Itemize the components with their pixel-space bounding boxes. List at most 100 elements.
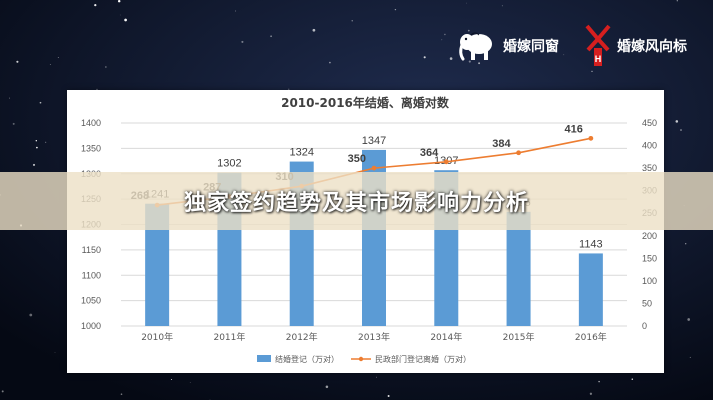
- star: [591, 70, 593, 73]
- y-left-tick-label: 1100: [82, 270, 101, 280]
- x-tick-label: 2013年: [358, 331, 390, 343]
- line-data-label: 364: [420, 147, 439, 159]
- star: [12, 122, 15, 125]
- star: [9, 97, 11, 99]
- star: [387, 395, 390, 397]
- windmill-logo-icon: H: [585, 24, 611, 66]
- x-tick-label: 2010年: [141, 331, 173, 343]
- y-right-tick-label: 450: [642, 118, 657, 128]
- elephant-logo-icon: [459, 32, 492, 61]
- star: [441, 39, 443, 41]
- legend-line-label: 民政部门登记离婚（万对）: [375, 354, 471, 364]
- star: [394, 8, 397, 11]
- star: [329, 61, 331, 64]
- combo-chart: 2010-2016年结婚、离婚对数10001050110011501200125…: [81, 95, 657, 364]
- star: [376, 376, 377, 378]
- star: [170, 378, 173, 381]
- star: [270, 35, 272, 38]
- star: [120, 393, 123, 395]
- bar: [578, 253, 603, 326]
- star: [29, 313, 33, 317]
- x-tick-label: 2011年: [213, 331, 245, 343]
- star: [563, 54, 565, 56]
- star: [235, 10, 237, 12]
- star: [35, 140, 37, 142]
- star: [32, 163, 36, 166]
- star: [598, 380, 600, 383]
- star: [478, 62, 481, 65]
- y-right-tick-label: 150: [642, 253, 657, 263]
- star: [105, 66, 107, 68]
- x-tick-label: 2012年: [286, 331, 318, 343]
- star: [54, 352, 56, 353]
- star: [444, 33, 446, 36]
- y-left-tick-label: 1350: [81, 143, 101, 153]
- star: [94, 3, 97, 7]
- star: [241, 40, 244, 43]
- chart-title: 2010-2016年结婚、离婚对数: [281, 95, 450, 110]
- bar-data-label: 1347: [362, 135, 386, 147]
- line-data-label: 350: [348, 153, 366, 165]
- star: [467, 29, 470, 32]
- star: [117, 0, 121, 3]
- star: [119, 14, 121, 16]
- star: [325, 385, 329, 389]
- bar-data-label: 1302: [217, 158, 241, 170]
- y-right-tick-label: 200: [642, 231, 657, 241]
- star: [312, 28, 316, 32]
- overlay-title: 独家签约趋势及其市场影响力分析: [183, 191, 529, 216]
- line-data-label: 416: [564, 123, 582, 135]
- star: [631, 378, 634, 380]
- bar-data-label: 1324: [289, 147, 313, 159]
- star: [589, 392, 593, 395]
- bar: [506, 211, 531, 326]
- y-left-tick-label: 1400: [81, 118, 101, 128]
- star: [36, 146, 38, 149]
- star: [676, 0, 678, 2]
- star: [449, 57, 453, 60]
- star: [49, 64, 51, 65]
- brand-right-name: 婚嫁风向标: [617, 39, 687, 55]
- title-banner: [0, 172, 713, 230]
- y-right-tick-label: 50: [642, 298, 652, 308]
- svg-text:H: H: [595, 54, 602, 64]
- line-point: [443, 159, 449, 165]
- line-point: [516, 150, 521, 156]
- star: [468, 60, 471, 63]
- line-point: [371, 165, 377, 171]
- y-left-tick-label: 1000: [81, 321, 101, 331]
- star: [45, 141, 47, 143]
- y-right-tick-label: 400: [642, 141, 657, 151]
- y-left-tick-label: 1050: [81, 296, 101, 306]
- star: [351, 20, 353, 22]
- star: [287, 88, 290, 91]
- star: [16, 60, 19, 63]
- star: [687, 318, 691, 321]
- brand-left-name: 婚嫁同窗: [503, 39, 559, 55]
- star: [124, 18, 127, 22]
- star: [680, 129, 682, 131]
- legend-bar-label: 结婚登记（万对）: [275, 354, 339, 364]
- line-data-label: 384: [492, 138, 511, 150]
- y-left-tick-label: 1150: [82, 245, 101, 255]
- star: [57, 57, 59, 58]
- chart-panel: 2010-2016年结婚、离婚对数10001050110011501200125…: [67, 90, 664, 373]
- star: [39, 101, 42, 104]
- legend-line-marker: [358, 356, 364, 362]
- bar-data-label: 1143: [579, 238, 603, 250]
- star: [423, 56, 426, 59]
- x-tick-label: 2014年: [430, 331, 462, 343]
- y-right-tick-label: 350: [642, 163, 657, 173]
- y-right-tick-label: 0: [642, 321, 647, 331]
- line-point: [588, 135, 594, 141]
- legend-bar-swatch: [257, 355, 271, 362]
- star: [189, 382, 191, 383]
- x-tick-label: 2015年: [503, 331, 535, 343]
- star: [466, 2, 467, 4]
- star: [96, 88, 98, 91]
- star: [685, 243, 687, 245]
- y-right-tick-label: 100: [642, 276, 657, 286]
- star: [675, 120, 679, 123]
- brand-right: H 婚嫁风向标: [585, 24, 687, 68]
